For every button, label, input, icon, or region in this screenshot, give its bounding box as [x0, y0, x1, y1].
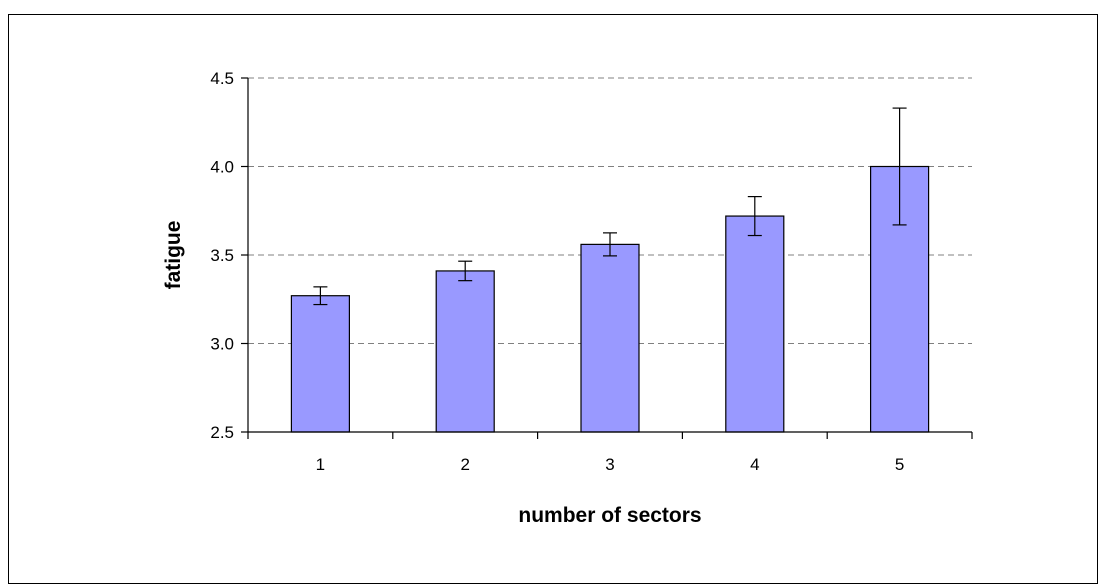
- error-bars: [313, 107, 907, 306]
- bar: [725, 215, 785, 433]
- y-tick-label: 3.5: [210, 246, 234, 265]
- y-tick-label: 2.5: [210, 423, 234, 442]
- x-tick-label: 2: [460, 455, 469, 474]
- x-tick-label: 3: [605, 455, 614, 474]
- y-tick-label: 4.0: [210, 158, 234, 177]
- axes: [241, 77, 973, 439]
- bar: [435, 270, 495, 433]
- bar: [580, 243, 640, 433]
- y-tick-label: 3.0: [210, 335, 234, 354]
- x-axis-title: number of sectors: [518, 504, 701, 527]
- x-tick-label: 4: [750, 455, 759, 474]
- bar: [290, 295, 350, 433]
- y-axis-title: fatigue: [162, 221, 185, 290]
- bar-chart: 2.5 3.0 3.5 4.0 4.5 1 2 3 4 5 number of sectors f…: [162, 69, 973, 527]
- y-tick-label: 4.5: [210, 69, 234, 88]
- bars: [290, 165, 930, 433]
- x-tick-label: 5: [895, 455, 904, 474]
- x-tick-label: 1: [316, 455, 325, 474]
- tick-labels: 2.5 3.0 3.5 4.0 4.5 1 2 3 4 5: [210, 69, 904, 474]
